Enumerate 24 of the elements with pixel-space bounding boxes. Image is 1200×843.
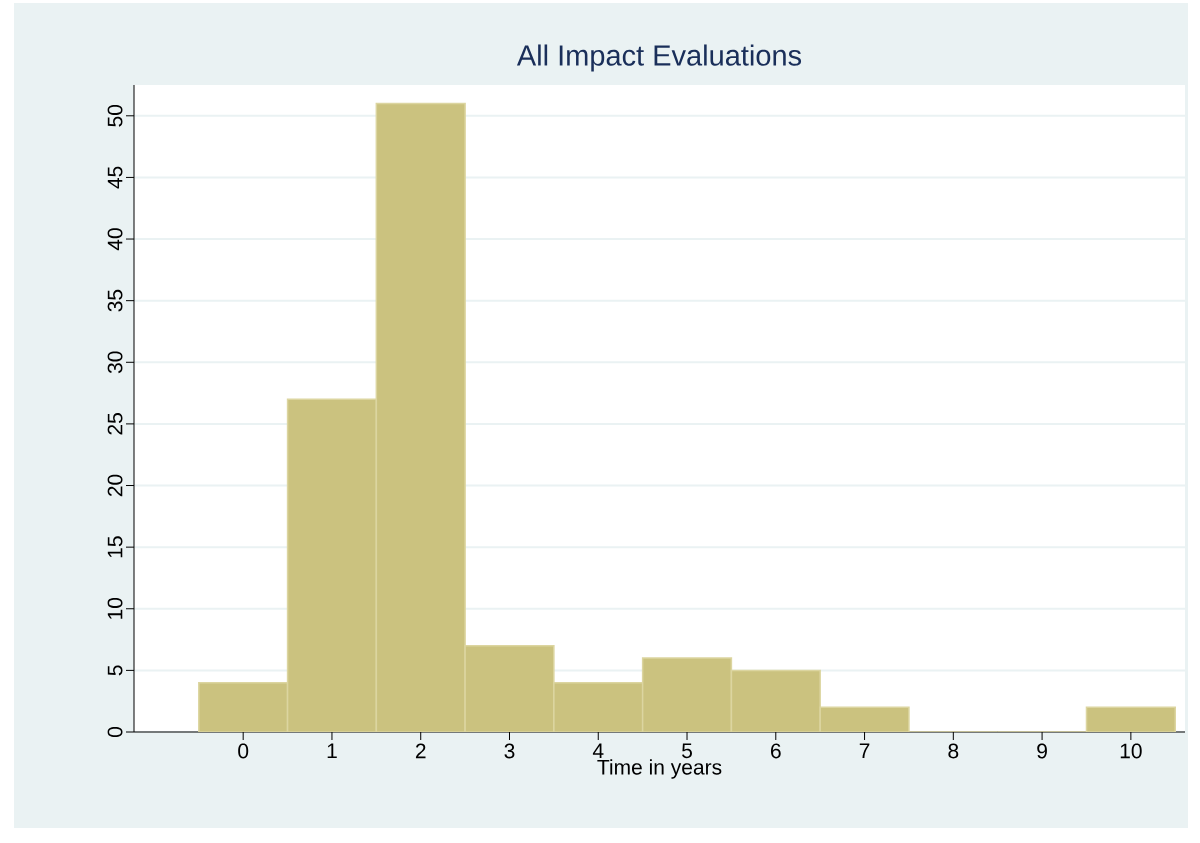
y-tick-label: 25 [107, 413, 123, 435]
x-tick-label: 5 [682, 743, 692, 759]
x-axis-title: Time in years [597, 759, 722, 779]
y-tick-label: 35 [107, 289, 123, 312]
y-tick-label: 40 [107, 228, 123, 251]
y-tick-label: 45 [107, 166, 123, 189]
x-tick-label: 3 [504, 743, 515, 759]
x-tick-label: 8 [948, 743, 959, 759]
chart-title: All Impact Evaluations [516, 44, 802, 72]
x-tick-label: 0 [238, 743, 249, 759]
y-tick-label: 15 [107, 536, 123, 558]
x-tick-label: 9 [1037, 743, 1047, 759]
y-tick-label: 10 [107, 597, 123, 619]
x-tick-label: 7 [859, 743, 870, 758]
x-tick-label: 6 [771, 743, 781, 759]
x-tick-label: 1 [327, 743, 337, 758]
x-tick-label: 10 [1120, 743, 1142, 759]
y-tick-label: 5 [107, 665, 123, 676]
y-tick-label: 0 [107, 726, 123, 738]
y-tick-label: 20 [107, 474, 123, 497]
x-tick-label: 2 [415, 743, 426, 759]
y-tick-label: 50 [107, 104, 123, 127]
y-tick-label: 30 [107, 351, 123, 374]
x-tick-label: 4 [592, 743, 604, 758]
